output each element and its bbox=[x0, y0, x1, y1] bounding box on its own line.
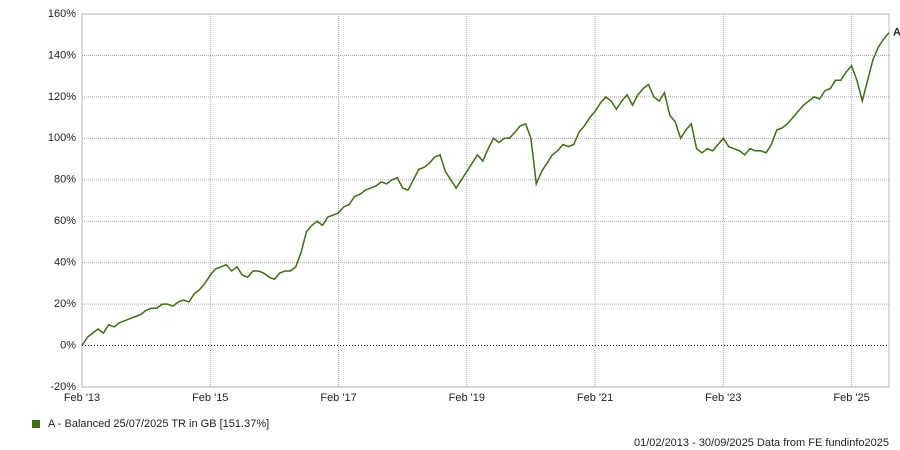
y-tick-label: 140% bbox=[48, 49, 76, 61]
y-tick-label: 60% bbox=[54, 215, 76, 227]
series-line bbox=[81, 32, 890, 347]
x-tick-label: Feb '13 bbox=[64, 392, 100, 404]
legend-marker bbox=[32, 420, 40, 428]
y-tick-label: 0% bbox=[60, 339, 76, 351]
end-label: A bbox=[893, 27, 900, 39]
y-tick-label: -20% bbox=[50, 381, 76, 393]
y-tick-label: 100% bbox=[48, 132, 76, 144]
y-tick-label: 80% bbox=[54, 174, 76, 186]
x-tick-label: Feb '17 bbox=[320, 392, 356, 404]
x-tick-label: Feb '15 bbox=[192, 392, 228, 404]
plot-area bbox=[81, 13, 890, 388]
x-tick-label: Feb '25 bbox=[833, 392, 869, 404]
y-tick-label: 20% bbox=[54, 298, 76, 310]
x-tick-label: Feb '19 bbox=[449, 392, 485, 404]
x-tick-label: Feb '23 bbox=[705, 392, 741, 404]
y-tick-label: 40% bbox=[54, 257, 76, 269]
y-tick-label: 160% bbox=[48, 8, 76, 20]
legend-label: A - Balanced 25/07/2025 TR in GB [151.37… bbox=[48, 418, 269, 430]
x-tick-label: Feb '21 bbox=[577, 392, 613, 404]
footer: 01/02/2013 - 30/09/2025 Data from FE fun… bbox=[634, 437, 889, 449]
y-tick-label: 120% bbox=[48, 91, 76, 103]
